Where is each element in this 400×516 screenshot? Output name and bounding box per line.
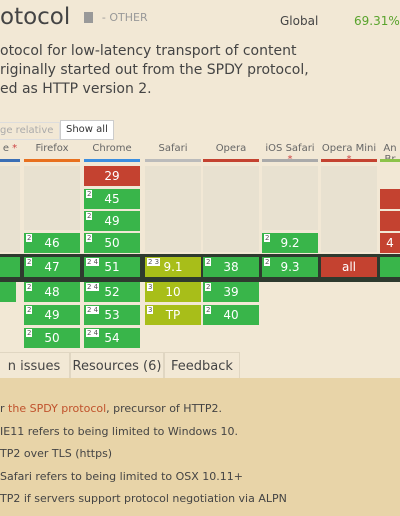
edge-cell[interactable] bbox=[0, 257, 20, 277]
version-cell[interactable]: 2 4 51 bbox=[84, 257, 140, 277]
empty-column bbox=[321, 166, 377, 252]
tab-known-issues[interactable]: n issues (0) bbox=[0, 352, 70, 401]
tab-resources[interactable]: Resources (6) bbox=[70, 352, 164, 379]
browser-header-bar bbox=[84, 159, 140, 162]
version-cell[interactable] bbox=[380, 189, 400, 209]
description-line: riginally started out from the SPDY prot… bbox=[0, 62, 309, 78]
description-line: otocol for low-latency transport of cont… bbox=[0, 43, 297, 59]
browser-header-safari[interactable]: Safari bbox=[158, 143, 188, 154]
version-cell[interactable]: 2 50 bbox=[24, 328, 80, 348]
browser-header-bar bbox=[262, 159, 318, 162]
spdy-link[interactable]: the SPDY protocol bbox=[8, 402, 107, 415]
feature-category: - OTHER bbox=[101, 11, 148, 24]
empty-column bbox=[0, 166, 20, 252]
version-cell[interactable]: 2 49 bbox=[24, 305, 80, 325]
global-label: Global bbox=[280, 14, 319, 28]
version-cell[interactable]: 2 9.3 bbox=[262, 257, 318, 277]
browser-header-bar bbox=[24, 159, 80, 162]
version-cell[interactable]: 4 bbox=[380, 233, 400, 253]
version-cell[interactable]: 2 46 bbox=[24, 233, 80, 253]
feature-title: otocol - OTHER bbox=[0, 4, 148, 30]
description-line: ed as HTTP version 2. bbox=[0, 81, 152, 97]
version-cell[interactable]: 2 49 bbox=[84, 211, 140, 231]
version-cell[interactable]: 2 38 bbox=[203, 257, 259, 277]
version-cell[interactable]: 2 3 9.1 bbox=[145, 257, 201, 277]
note-5: TP2 if servers support protocol negotiat… bbox=[0, 492, 287, 505]
feature-title-text: otocol bbox=[0, 4, 71, 30]
version-cell[interactable]: all bbox=[321, 257, 377, 277]
version-cell[interactable]: 2 47 bbox=[24, 257, 80, 277]
version-cell[interactable]: 3 10 bbox=[145, 282, 201, 302]
browser-header-firefox[interactable]: Firefox bbox=[35, 143, 69, 154]
edge-cell[interactable] bbox=[0, 282, 16, 302]
version-cell[interactable]: 2 39 bbox=[203, 282, 259, 302]
empty-column bbox=[24, 166, 80, 230]
version-cell[interactable]: 2 50 bbox=[84, 233, 140, 253]
browser-header-bar bbox=[380, 159, 400, 162]
empty-column bbox=[203, 166, 259, 252]
show-all-button[interactable]: Show all bbox=[60, 120, 114, 140]
note-3: TP2 over TLS (https) bbox=[0, 447, 113, 460]
version-cell[interactable]: 29 bbox=[84, 166, 140, 186]
version-cell[interactable]: 2 9.2 bbox=[262, 233, 318, 253]
browser-header-bar bbox=[0, 159, 20, 162]
tab-feedback[interactable]: Feedback bbox=[164, 352, 240, 379]
feature-description: otocol for low-latency transport of cont… bbox=[0, 42, 400, 99]
note-1: r the SPDY protocol, precursor of HTTP2. bbox=[0, 402, 222, 415]
browser-header-opera[interactable]: Opera bbox=[215, 143, 247, 154]
version-cell[interactable]: 2 48 bbox=[24, 282, 80, 302]
version-cell[interactable]: 2 40 bbox=[203, 305, 259, 325]
notes-panel bbox=[0, 378, 400, 516]
note-4: Safari refers to being limited to OSX 10… bbox=[0, 470, 244, 483]
empty-column bbox=[262, 166, 318, 230]
empty-column bbox=[145, 166, 201, 252]
version-cell[interactable] bbox=[380, 257, 400, 277]
usage-relative-button[interactable]: ge relative bbox=[0, 122, 61, 140]
version-cell[interactable] bbox=[380, 211, 400, 231]
version-cell[interactable]: 2 4 54 bbox=[84, 328, 140, 348]
version-cell[interactable]: 2 4 52 bbox=[84, 282, 140, 302]
document-icon[interactable] bbox=[83, 12, 93, 23]
version-cell[interactable]: 3 TP bbox=[145, 305, 201, 325]
global-percentage: 69.31% bbox=[354, 14, 400, 28]
version-cell[interactable]: 2 45 bbox=[84, 189, 140, 209]
note-2: IE11 refers to being limited to Windows … bbox=[0, 425, 238, 438]
browser-header-bar bbox=[203, 159, 259, 162]
browser-header-edge[interactable]: e * bbox=[2, 143, 18, 154]
browser-header-chrome[interactable]: Chrome bbox=[92, 143, 132, 154]
browser-header-bar bbox=[321, 159, 377, 162]
version-cell[interactable]: 2 4 53 bbox=[84, 305, 140, 325]
browser-header-bar bbox=[145, 159, 201, 162]
